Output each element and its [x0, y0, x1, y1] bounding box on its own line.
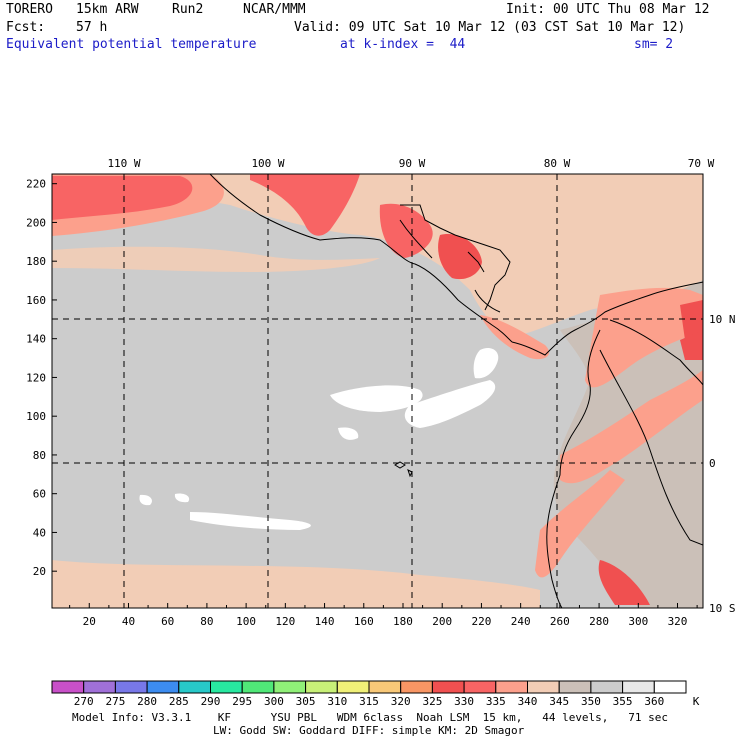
colorbar-swatch [431, 680, 465, 694]
colorbar [51, 680, 687, 694]
colorbar-level-label: 305 [295, 695, 316, 708]
x-tick-label: 80 [200, 615, 213, 628]
coastlines [209, 174, 703, 608]
x-tick-label: 120 [275, 615, 295, 628]
colorbar-swatch [463, 680, 497, 694]
colorbar-swatch [527, 680, 560, 694]
x-tick-label: 100 [236, 615, 256, 628]
colorbar-level-label: 360 [644, 695, 665, 708]
colorbar-level-label: 320 [390, 695, 411, 708]
colorbar-level-label: 285 [168, 695, 189, 708]
colorbar-swatch [305, 680, 338, 694]
y-tick-label: 100 [26, 410, 46, 423]
colorbar-swatch [368, 680, 402, 694]
x-tick-label: 20 [83, 615, 96, 628]
colorbar-level-label: 355 [612, 695, 633, 708]
colorbar-unit: K [692, 695, 700, 708]
x-tick-label: 280 [589, 615, 609, 628]
colorbar-swatch [558, 680, 592, 694]
colorbar-swatch [83, 680, 116, 694]
y-tick-label: 220 [26, 178, 46, 191]
model-name: TORERO [6, 2, 53, 17]
colorbar-swatch [400, 680, 433, 694]
lat-label-0: 0 [709, 457, 716, 470]
level-index: at k-index = 44 [340, 37, 466, 52]
y-tick-label: 60 [33, 488, 46, 501]
colorbar-swatch [622, 680, 655, 694]
field-name: Equivalent potential temperature [6, 37, 257, 52]
colorbar-swatch [653, 680, 687, 694]
colorbar-swatch [210, 680, 243, 694]
physics-info: LW: Godd SW: Goddard DIFF: simple KM: 2D… [213, 724, 525, 737]
colorbar-swatch [241, 680, 275, 694]
colorbar-level-label: 335 [485, 695, 506, 708]
x-tick-label: 220 [471, 615, 491, 628]
x-tick-label: 180 [393, 615, 413, 628]
graticule [52, 174, 703, 608]
y-tick-label: 40 [33, 526, 46, 539]
y-tick-label: 20 [33, 565, 46, 578]
lon-label-100w: 100 W [251, 157, 284, 170]
colorbar-level-label: 290 [200, 695, 221, 708]
colorbar-swatch [178, 680, 212, 694]
smoothing-value: sm= 2 [634, 37, 674, 52]
colorbar-swatch [336, 680, 370, 694]
colorbar-level-label: 315 [359, 695, 379, 708]
forecast-label: Fcst: [6, 20, 46, 35]
y-tick-label: 180 [26, 255, 46, 268]
init-time: Init: 00 UTC Thu 08 Mar 12 [506, 2, 710, 17]
map-frame [51, 173, 704, 609]
y-tick-label: 80 [33, 449, 46, 462]
x-tick-label: 160 [354, 615, 374, 628]
axis-ticks [52, 183, 698, 608]
colorbar-level-label: 275 [105, 695, 126, 708]
model-resolution: 15km ARW [76, 2, 139, 17]
colorbar-swatch [495, 680, 528, 694]
x-tick-label: 320 [668, 615, 688, 628]
run-label: Run2 [172, 2, 204, 17]
organization: NCAR/MMM [243, 2, 306, 17]
x-tick-label: 300 [628, 615, 648, 628]
valid-time: Valid: 09 UTC Sat 10 Mar 12 (03 CST Sat … [294, 20, 686, 35]
x-tick-label: 240 [511, 615, 531, 628]
x-tick-label: 260 [550, 615, 570, 628]
colorbar-level-label: 295 [232, 695, 253, 708]
lat-label-10s: 10 S [709, 602, 736, 615]
x-tick-label: 140 [315, 615, 335, 628]
colorbar-level-label: 280 [137, 695, 158, 708]
colorbar-level-label: 350 [580, 695, 601, 708]
lat-label-10n: 10 N [709, 313, 736, 326]
colorbar-level-label: 345 [549, 695, 570, 708]
lon-label-80w: 80 W [544, 157, 571, 170]
x-tick-label: 60 [161, 615, 174, 628]
x-tick-label: 200 [432, 615, 452, 628]
temperature-field [52, 174, 703, 608]
colorbar-swatch [273, 680, 307, 694]
colorbar-level-label: 340 [517, 695, 538, 708]
colorbar-level-label: 300 [263, 695, 284, 708]
lon-label-90w: 90 W [399, 157, 426, 170]
colorbar-level-label: 310 [327, 695, 348, 708]
colorbar-swatch [146, 680, 180, 694]
lon-label-110w: 110 W [107, 157, 140, 170]
colorbar-swatch [51, 680, 85, 694]
colorbar-level-label: 270 [73, 695, 94, 708]
colorbar-level-label: 325 [422, 695, 443, 708]
x-tick-label: 40 [122, 615, 135, 628]
colorbar-level-label: 330 [454, 695, 475, 708]
colorbar-swatch [590, 680, 624, 694]
y-tick-label: 200 [26, 216, 46, 229]
model-info: Model Info: V3.3.1 KF YSU PBL WDM 6class… [72, 711, 669, 724]
lon-label-70w: 70 W [688, 157, 715, 170]
y-tick-label: 120 [26, 371, 46, 384]
y-tick-label: 140 [26, 333, 46, 346]
forecast-hours: 57 h [76, 20, 108, 35]
colorbar-swatch [114, 680, 148, 694]
y-tick-label: 160 [26, 294, 46, 307]
